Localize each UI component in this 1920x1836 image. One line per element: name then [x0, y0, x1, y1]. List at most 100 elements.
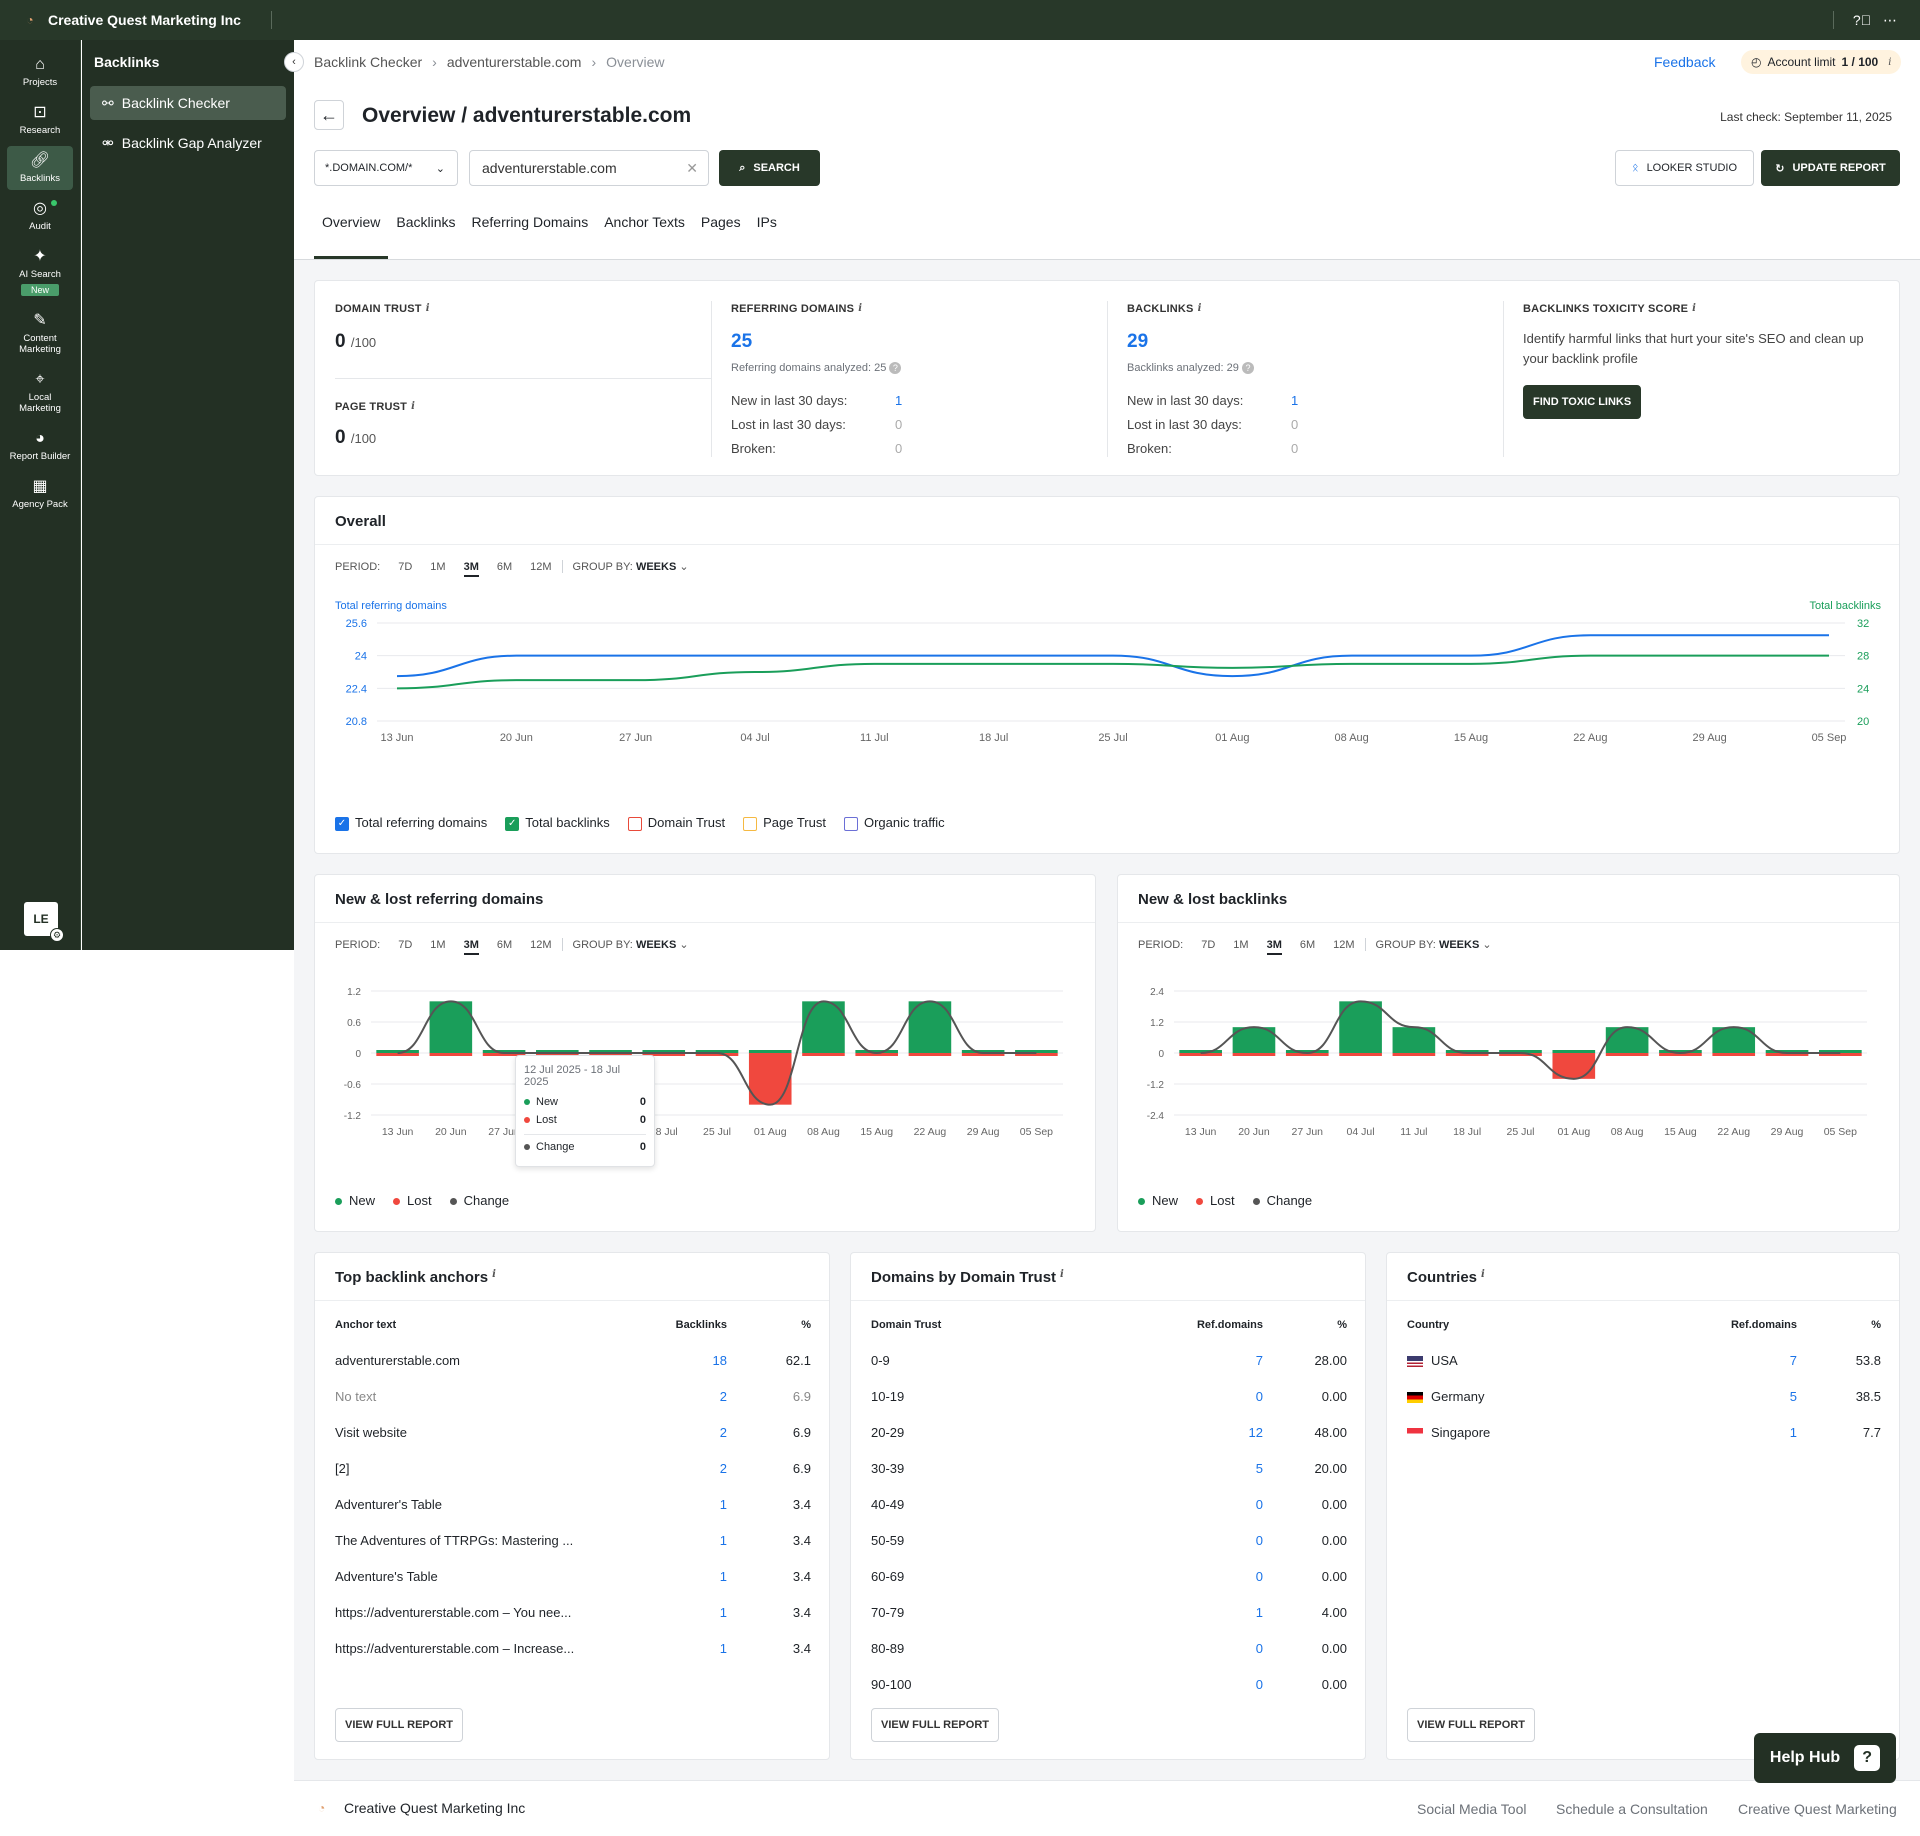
feedback-link[interactable]: Feedback: [1654, 54, 1716, 70]
legend-item[interactable]: Domain Trust: [627, 815, 725, 831]
avatar[interactable]: LE ⚙: [24, 902, 64, 942]
row-count-link[interactable]: 0: [1255, 1389, 1263, 1404]
period-7d[interactable]: 7D: [398, 560, 413, 573]
period-3m[interactable]: 3M: [463, 939, 479, 955]
more-dots-icon[interactable]: ⋯: [1883, 11, 1897, 28]
footer-link[interactable]: Social Media Tool: [1417, 1801, 1527, 1817]
period-12m[interactable]: 12M: [530, 938, 552, 951]
row-count-link[interactable]: 5: [1789, 1389, 1797, 1404]
row-count-link[interactable]: 1: [1255, 1605, 1263, 1620]
legend-new[interactable]: New: [1138, 1193, 1178, 1208]
view-full-report-button[interactable]: VIEW FULL REPORT: [335, 1708, 463, 1742]
period-3m[interactable]: 3M: [463, 561, 479, 577]
checkbox-icon[interactable]: ✓: [505, 816, 520, 831]
group-by-select[interactable]: GROUP BY: WEEKS ⌄: [561, 560, 689, 573]
x-tick-label: 13 Jun: [382, 1126, 414, 1138]
row-count-link[interactable]: 0: [1255, 1641, 1263, 1656]
update-report-button[interactable]: ↻ UPDATE REPORT: [1761, 150, 1900, 186]
rail-item-research[interactable]: ⊡ Research: [19, 104, 61, 136]
collapse-sidebar-button[interactable]: ‹: [284, 52, 304, 72]
view-full-report-button[interactable]: VIEW FULL REPORT: [1407, 1708, 1535, 1742]
period-7d[interactable]: 7D: [398, 938, 413, 951]
period-12m[interactable]: 12M: [1333, 938, 1355, 951]
group-by-select[interactable]: GROUP BY: WEEKS ⌄: [561, 938, 689, 951]
rail-item-content-marketing[interactable]: ✎ Content Marketing: [19, 312, 61, 355]
back-button[interactable]: ←: [314, 100, 344, 130]
period-7d[interactable]: 7D: [1201, 938, 1216, 951]
period-6m[interactable]: 6M: [496, 560, 513, 573]
row-count-link[interactable]: 1: [719, 1497, 727, 1512]
row-count-link[interactable]: 7: [1255, 1353, 1263, 1368]
row-count-link[interactable]: 18: [712, 1353, 727, 1368]
scope-select[interactable]: *.DOMAIN.COM/* ⌄: [314, 150, 458, 186]
legend-item[interactable]: Page Trust: [743, 815, 826, 831]
legend-item[interactable]: Organic traffic: [843, 815, 945, 831]
row-count-link[interactable]: 5: [1255, 1461, 1263, 1476]
rail-item-backlinks[interactable]: 🔗︎ Backlinks: [7, 146, 73, 190]
tab-backlinks[interactable]: Backlinks: [396, 214, 456, 230]
rail-item-ai-search[interactable]: ✦ AI Search New: [19, 248, 61, 296]
row-count-link[interactable]: 2: [719, 1461, 727, 1476]
checkbox-icon[interactable]: [627, 816, 642, 831]
rail-item-local-marketing[interactable]: ⌖ Local Marketing: [19, 371, 61, 414]
legend-new[interactable]: New: [335, 1193, 375, 1208]
legend-item[interactable]: ✓ Total backlinks: [505, 815, 610, 831]
checkbox-icon[interactable]: [743, 816, 758, 831]
account-limit-badge[interactable]: ◴ Account limit 1 / 100 i: [1741, 50, 1902, 74]
legend-change[interactable]: Change: [1252, 1193, 1312, 1208]
period-6m[interactable]: 6M: [1299, 938, 1316, 951]
sidebar-item-backlink-gap[interactable]: ⚮ Backlink Gap Analyzer: [102, 134, 262, 152]
row-count-link[interactable]: 2: [719, 1425, 727, 1440]
tab-pages[interactable]: Pages: [700, 214, 741, 230]
sidebar-item-backlink-checker[interactable]: ⚯ Backlink Checker: [90, 86, 286, 120]
tab-ips[interactable]: IPs: [756, 214, 777, 230]
legend-lost[interactable]: Lost: [1196, 1193, 1235, 1208]
legend-item[interactable]: ✓ Total referring domains: [335, 815, 487, 831]
rail-item-audit[interactable]: ◎ Audit: [7, 194, 73, 238]
period-12m[interactable]: 12M: [530, 560, 552, 573]
clear-icon[interactable]: ✕: [686, 159, 698, 176]
row-count-link[interactable]: 0: [1255, 1497, 1263, 1512]
looker-studio-button[interactable]: ᛟ LOOKER STUDIO: [1615, 150, 1754, 186]
rail-item-agency-pack[interactable]: ▦ Agency Pack: [12, 478, 68, 510]
search-button[interactable]: ⌕ SEARCH: [719, 150, 820, 186]
checkbox-icon[interactable]: [843, 816, 858, 831]
rail-item-projects[interactable]: ⌂ Projects: [22, 56, 58, 88]
row-count-link[interactable]: 0: [1255, 1677, 1263, 1692]
row-count-link[interactable]: 0: [1255, 1533, 1263, 1548]
backlinks-value[interactable]: 29: [1127, 331, 1149, 352]
rail-item-report-builder[interactable]: ◕ Report Builder: [9, 430, 71, 462]
period-3m[interactable]: 3M: [1266, 939, 1282, 955]
row-count-link[interactable]: 1: [719, 1569, 727, 1584]
breadcrumb-item[interactable]: Backlink Checker: [314, 54, 423, 70]
referring-domains-value[interactable]: 25: [731, 331, 753, 352]
row-count-link[interactable]: 0: [1255, 1569, 1263, 1584]
company-logo-icon: ◔: [26, 13, 34, 27]
row-count-link[interactable]: 2: [719, 1389, 727, 1404]
period-6m[interactable]: 6M: [496, 938, 513, 951]
row-count-link[interactable]: 1: [719, 1641, 727, 1656]
view-full-report-button[interactable]: VIEW FULL REPORT: [871, 1708, 999, 1742]
row-count-link[interactable]: 1: [719, 1605, 727, 1620]
period-1m[interactable]: 1M: [1233, 938, 1249, 951]
group-by-select[interactable]: GROUP BY: WEEKS ⌄: [1364, 938, 1492, 951]
legend-lost[interactable]: Lost: [393, 1193, 432, 1208]
breadcrumb-item[interactable]: adventurerstable.com: [446, 54, 582, 70]
legend-change[interactable]: Change: [449, 1193, 509, 1208]
period-1m[interactable]: 1M: [430, 560, 446, 573]
row-count-link[interactable]: 1: [719, 1533, 727, 1548]
row-count-link[interactable]: 12: [1248, 1425, 1263, 1440]
checkbox-icon[interactable]: ✓: [335, 816, 349, 831]
footer-link[interactable]: Creative Quest Marketing: [1738, 1801, 1897, 1817]
row-count-link[interactable]: 7: [1789, 1353, 1797, 1368]
row-count-link[interactable]: 1: [1789, 1425, 1797, 1440]
find-toxic-links-button[interactable]: FIND TOXIC LINKS: [1523, 385, 1642, 419]
help-hub-button[interactable]: Help Hub?: [1754, 1733, 1896, 1783]
tab-overview[interactable]: Overview: [314, 202, 389, 259]
footer-link[interactable]: Schedule a Consultation: [1556, 1801, 1708, 1817]
question-circle-icon[interactable]: ?⃝: [1852, 12, 1872, 28]
domain-input[interactable]: adventurerstable.com ✕: [469, 150, 709, 186]
tab-anchor-texts[interactable]: Anchor Texts: [604, 214, 685, 230]
tab-referring-domains[interactable]: Referring Domains: [471, 214, 589, 230]
period-1m[interactable]: 1M: [430, 938, 446, 951]
